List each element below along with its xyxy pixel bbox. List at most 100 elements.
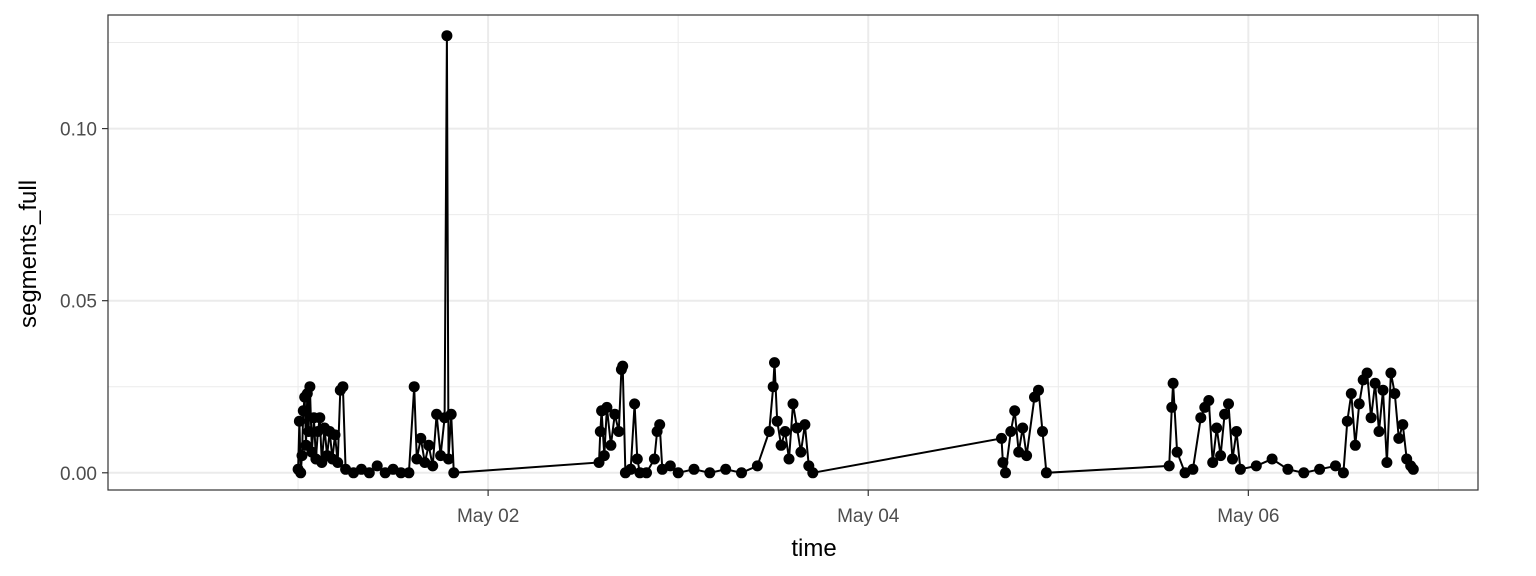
y-tick-label: 0.10: [60, 120, 97, 141]
data-point: [1017, 422, 1029, 434]
data-point: [648, 453, 660, 465]
data-point: [763, 426, 775, 437]
data-point: [625, 463, 637, 475]
data-point: [1211, 422, 1223, 434]
data-point: [1171, 446, 1183, 458]
data-point: [631, 453, 643, 465]
data-point: [672, 467, 684, 479]
data-point: [795, 446, 807, 458]
data-point: [1203, 395, 1215, 406]
data-point: [1037, 426, 1048, 437]
data-point: [1314, 463, 1326, 475]
data-point: [1033, 384, 1044, 396]
data-point: [1234, 463, 1246, 475]
grid-major: [108, 15, 1478, 490]
data-point: [1337, 467, 1349, 479]
data-point: [1345, 388, 1357, 400]
data-point: [751, 460, 763, 472]
data-point: [1377, 384, 1389, 396]
data-point: [767, 381, 779, 393]
data-point: [1385, 367, 1397, 379]
data-point: [1215, 450, 1227, 462]
data-point: [1005, 426, 1017, 437]
y-axis: 0.00 0.05 0.10: [60, 120, 108, 485]
data-point: [1393, 432, 1405, 444]
data-point: [1187, 463, 1199, 475]
data-point: [771, 415, 783, 427]
data-point: [720, 463, 732, 475]
data-point: [408, 381, 420, 393]
data-point: [594, 426, 606, 437]
data-point: [1231, 426, 1242, 437]
data-point: [1167, 377, 1179, 389]
data-point: [296, 450, 308, 462]
data-point: [1369, 377, 1381, 389]
data-point: [613, 426, 625, 437]
plot-border: [107, 14, 1479, 491]
data-point: [423, 439, 435, 451]
data-point: [1365, 412, 1377, 424]
data-point: [1389, 388, 1401, 400]
data-point: [1341, 415, 1353, 427]
data-point: [769, 357, 780, 369]
data-point: [1282, 463, 1294, 475]
data-point: [337, 381, 349, 393]
series-points: [292, 30, 1419, 479]
data-point: [775, 439, 787, 451]
data-point: [1361, 367, 1373, 379]
data-point: [332, 457, 344, 468]
data-point: [598, 450, 610, 462]
x-axis: May 02 May 04 May 06: [457, 490, 1280, 527]
data-point: [314, 412, 326, 424]
data-point: [601, 401, 613, 413]
data-point: [1349, 439, 1361, 451]
grid-minor: [107, 15, 1478, 490]
data-point: [1021, 450, 1033, 462]
data-point: [1009, 405, 1021, 417]
data-point: [688, 463, 700, 475]
data-point: [443, 453, 454, 465]
data-point: [799, 419, 811, 431]
data-point: [605, 439, 617, 451]
data-point: [787, 398, 799, 410]
data-point: [997, 457, 1009, 468]
y-tick-label: 0.05: [60, 292, 97, 313]
data-point: [1219, 408, 1231, 420]
data-point: [445, 408, 457, 420]
data-point: [1000, 467, 1011, 479]
y-axis-title: segments_full: [15, 180, 42, 328]
x-tick-label: May 02: [457, 506, 519, 527]
data-point: [704, 467, 716, 479]
data-point: [609, 408, 621, 420]
data-point: [1223, 398, 1234, 410]
data-point: [1373, 426, 1385, 437]
data-point: [1166, 401, 1178, 413]
x-tick-label: May 04: [837, 506, 900, 527]
data-point: [779, 426, 791, 437]
data-point: [297, 405, 309, 417]
data-point: [996, 432, 1007, 444]
data-point: [1163, 460, 1175, 472]
data-point: [403, 467, 415, 479]
data-point: [448, 467, 460, 479]
data-point: [441, 30, 453, 42]
data-point: [415, 432, 427, 444]
data-point: [1040, 467, 1052, 479]
data-point: [617, 360, 629, 372]
data-point: [1353, 398, 1365, 410]
data-point: [1298, 467, 1310, 479]
data-point: [1407, 463, 1419, 475]
data-point: [427, 460, 439, 472]
data-point: [1266, 453, 1278, 465]
x-axis-title: time: [791, 535, 836, 562]
data-point: [395, 467, 407, 479]
data-point: [1250, 460, 1262, 472]
data-point: [1330, 460, 1341, 472]
data-point: [293, 415, 305, 427]
data-point: [329, 429, 341, 441]
data-point: [1381, 457, 1393, 468]
data-point: [783, 453, 795, 465]
data-point: [736, 467, 747, 479]
data-point: [1207, 457, 1219, 468]
